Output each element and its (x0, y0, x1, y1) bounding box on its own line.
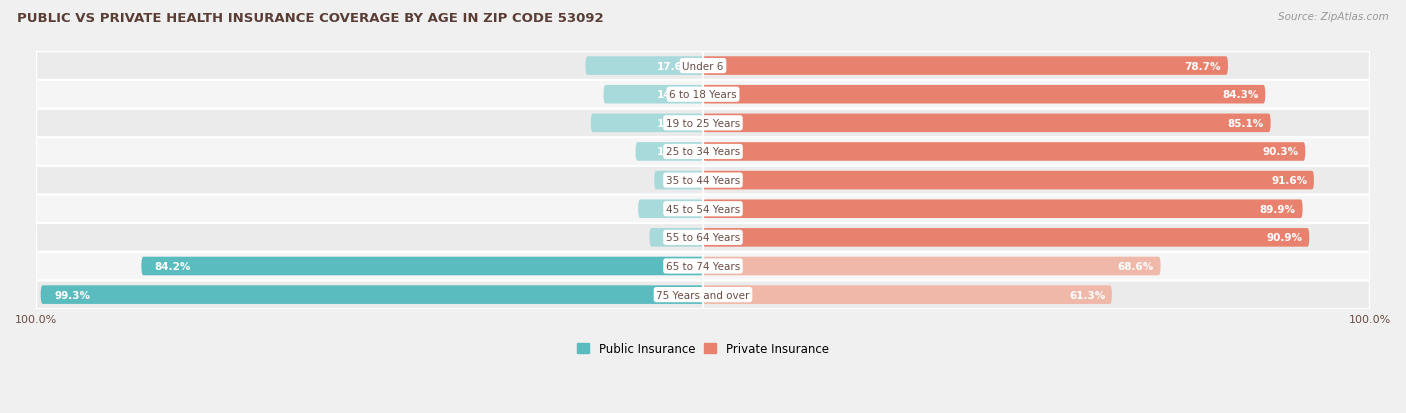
Text: 84.2%: 84.2% (155, 261, 191, 271)
Text: 17.6%: 17.6% (657, 62, 693, 71)
FancyBboxPatch shape (636, 143, 703, 161)
FancyBboxPatch shape (703, 57, 1227, 76)
Text: 45 to 54 Years: 45 to 54 Years (666, 204, 740, 214)
FancyBboxPatch shape (37, 52, 1369, 81)
Text: PUBLIC VS PRIVATE HEALTH INSURANCE COVERAGE BY AGE IN ZIP CODE 53092: PUBLIC VS PRIVATE HEALTH INSURANCE COVER… (17, 12, 603, 25)
Legend: Public Insurance, Private Insurance: Public Insurance, Private Insurance (572, 337, 834, 360)
Text: 90.3%: 90.3% (1263, 147, 1299, 157)
FancyBboxPatch shape (703, 171, 1315, 190)
FancyBboxPatch shape (37, 280, 1369, 309)
Text: 55 to 64 Years: 55 to 64 Years (666, 233, 740, 243)
FancyBboxPatch shape (703, 228, 1309, 247)
FancyBboxPatch shape (41, 286, 703, 304)
FancyBboxPatch shape (603, 85, 703, 104)
Text: 9.7%: 9.7% (664, 204, 693, 214)
Text: 8.0%: 8.0% (664, 233, 693, 243)
FancyBboxPatch shape (37, 81, 1369, 109)
Text: 99.3%: 99.3% (53, 290, 90, 300)
Text: Source: ZipAtlas.com: Source: ZipAtlas.com (1278, 12, 1389, 22)
FancyBboxPatch shape (37, 223, 1369, 252)
FancyBboxPatch shape (37, 252, 1369, 280)
Text: 14.9%: 14.9% (657, 90, 693, 100)
Text: 91.6%: 91.6% (1271, 176, 1308, 186)
Text: 89.9%: 89.9% (1260, 204, 1296, 214)
Text: 25 to 34 Years: 25 to 34 Years (666, 147, 740, 157)
Text: 35 to 44 Years: 35 to 44 Years (666, 176, 740, 186)
Text: 61.3%: 61.3% (1069, 290, 1105, 300)
Text: 75 Years and over: 75 Years and over (657, 290, 749, 300)
FancyBboxPatch shape (703, 114, 1271, 133)
Text: 78.7%: 78.7% (1185, 62, 1222, 71)
Text: 68.6%: 68.6% (1118, 261, 1154, 271)
FancyBboxPatch shape (703, 257, 1160, 275)
FancyBboxPatch shape (654, 171, 703, 190)
Text: 7.3%: 7.3% (664, 176, 693, 186)
FancyBboxPatch shape (37, 109, 1369, 138)
FancyBboxPatch shape (703, 286, 1112, 304)
FancyBboxPatch shape (37, 195, 1369, 223)
Text: 6 to 18 Years: 6 to 18 Years (669, 90, 737, 100)
Text: 65 to 74 Years: 65 to 74 Years (666, 261, 740, 271)
FancyBboxPatch shape (37, 166, 1369, 195)
FancyBboxPatch shape (37, 138, 1369, 166)
Text: 90.9%: 90.9% (1267, 233, 1302, 243)
Text: 16.8%: 16.8% (657, 119, 693, 128)
FancyBboxPatch shape (142, 257, 703, 275)
FancyBboxPatch shape (638, 200, 703, 218)
FancyBboxPatch shape (703, 200, 1302, 218)
Text: 10.1%: 10.1% (657, 147, 693, 157)
FancyBboxPatch shape (585, 57, 703, 76)
Text: 19 to 25 Years: 19 to 25 Years (666, 119, 740, 128)
Text: Under 6: Under 6 (682, 62, 724, 71)
FancyBboxPatch shape (703, 85, 1265, 104)
FancyBboxPatch shape (650, 228, 703, 247)
Text: 85.1%: 85.1% (1227, 119, 1264, 128)
FancyBboxPatch shape (703, 143, 1305, 161)
FancyBboxPatch shape (591, 114, 703, 133)
Text: 84.3%: 84.3% (1222, 90, 1258, 100)
